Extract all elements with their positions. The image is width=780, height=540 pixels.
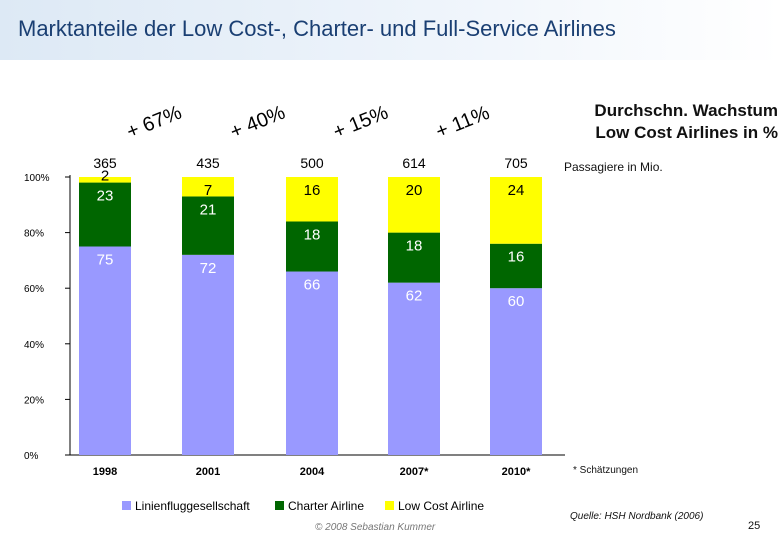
page-title: Marktanteile der Low Cost-, Charter- und… [18,16,616,41]
segment-label-2007-0: 62 [406,288,423,305]
x-tick-label-2001: 2001 [196,466,220,478]
legend-swatch-1 [275,501,284,510]
growth-heading-line-1: Durchschn. Wachstum [594,101,778,120]
page-number: 25 [748,520,761,532]
bar-2010-2 [490,177,542,244]
bar-2001-1 [182,196,234,255]
source-note: Quelle: HSH Nordbank (2006) [570,511,704,522]
segment-label-2004-2: 16 [304,182,321,199]
bar-2001-0 [182,254,234,455]
bar-2004-2 [286,177,338,222]
bar-2007-1 [388,232,440,283]
segment-label-2001-2: 7 [204,182,212,199]
legend-swatch-0 [122,501,131,510]
bar-2010-1 [490,243,542,289]
total-label-2001: 435 [196,155,220,171]
y-tick-label-40: 40% [24,340,44,351]
bar-1998-1 [79,182,131,247]
footnote: * Schätzungen [573,465,639,476]
title-band [0,0,780,60]
segment-label-2004-0: 66 [304,277,321,294]
y-tick-label-60: 60% [24,284,44,295]
segment-label-2010-1: 16 [508,249,525,266]
total-label-1998: 365 [93,155,117,171]
segment-label-1998-0: 75 [97,252,114,269]
legend-label-0: Linienfluggesellschaft [135,499,250,513]
bar-1998-2 [79,177,131,183]
legend-label-1: Charter Airline [288,499,364,513]
legend-label-2: Low Cost Airline [398,499,484,513]
y-tick-label-100: 100% [24,173,50,184]
total-label-2007: 614 [402,155,426,171]
segment-label-2001-0: 72 [200,260,217,277]
bar-2010-0 [490,288,542,455]
growth-label-4: + 11% [433,102,493,143]
segment-label-2007-2: 20 [406,182,423,199]
bar-1998-0 [79,246,131,455]
growth-label-2: + 40% [227,101,289,143]
y-tick-label-0: 0% [24,451,39,462]
bar-2004-0 [286,271,338,455]
copyright: © 2008 Sebastian Kummer [315,522,436,533]
legend-swatch-2 [385,501,394,510]
growth-heading-line-2: Low Cost Airlines in % [595,123,778,142]
bar-2007-0 [388,282,440,455]
total-label-2010: 705 [504,155,528,171]
bar-2007-2 [388,177,440,233]
bar-2001-2 [182,177,234,197]
x-tick-label-2010: 2010* [502,466,531,478]
segment-label-1998-2: 2 [101,168,109,185]
segment-label-1998-1: 23 [97,188,114,205]
segment-label-2004-1: 18 [304,226,321,243]
segment-label-2001-1: 21 [200,201,217,218]
total-label-2004: 500 [300,155,324,171]
x-tick-label-1998: 1998 [93,466,117,478]
growth-label-3: + 15% [330,101,392,143]
segment-label-2007-1: 18 [406,238,423,255]
unit-note: Passagiere in Mio. [564,160,663,174]
y-tick-label-80: 80% [24,229,44,240]
bar-2004-1 [286,221,338,272]
x-tick-label-2007: 2007* [400,466,429,478]
segment-label-2010-0: 60 [508,293,525,310]
growth-label-1: + 67% [124,101,186,143]
x-tick-label-2004: 2004 [300,466,325,478]
growth-heading: Durchschn. Wachstum Low Cost Airlines in… [556,100,778,144]
segment-label-2010-2: 24 [508,182,525,199]
y-tick-label-20: 20% [24,395,44,406]
